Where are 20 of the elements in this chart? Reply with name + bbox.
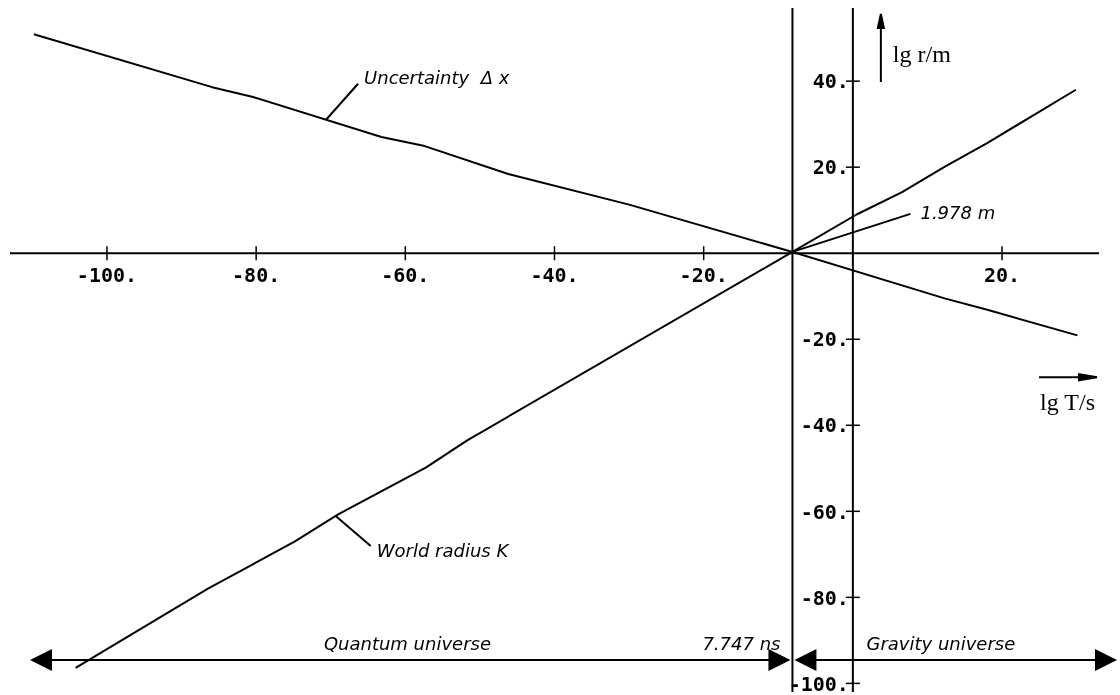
x-tick-label: 20. [983, 263, 1021, 288]
annotation: 7.747 ns [702, 632, 781, 654]
text: World radius K [376, 539, 510, 561]
y-axis-title: lg r/m [892, 41, 952, 68]
x-tick-label: -40. [530, 263, 579, 288]
text: Uncertainty Δ x [364, 67, 510, 89]
y-tick-label: -60. [800, 499, 849, 524]
annotation: Gravity universe [866, 633, 1016, 654]
y-tick-label: -80. [800, 585, 849, 610]
annotation: Quantum universe [323, 633, 492, 654]
annotation: 1.978 m [920, 201, 996, 223]
y-tick-label: -20. [800, 327, 849, 352]
x-tick-label: -80. [232, 263, 281, 288]
x-tick-label: -20. [679, 263, 728, 288]
y-tick-label: 40. [812, 69, 849, 94]
x-axis-title: lg T/s [1040, 388, 1095, 415]
y-tick-label: -40. [800, 413, 849, 438]
x-tick-label: -60. [381, 263, 430, 288]
x-tick-label: -100. [76, 263, 138, 288]
y-tick-label: 20. [812, 155, 849, 180]
